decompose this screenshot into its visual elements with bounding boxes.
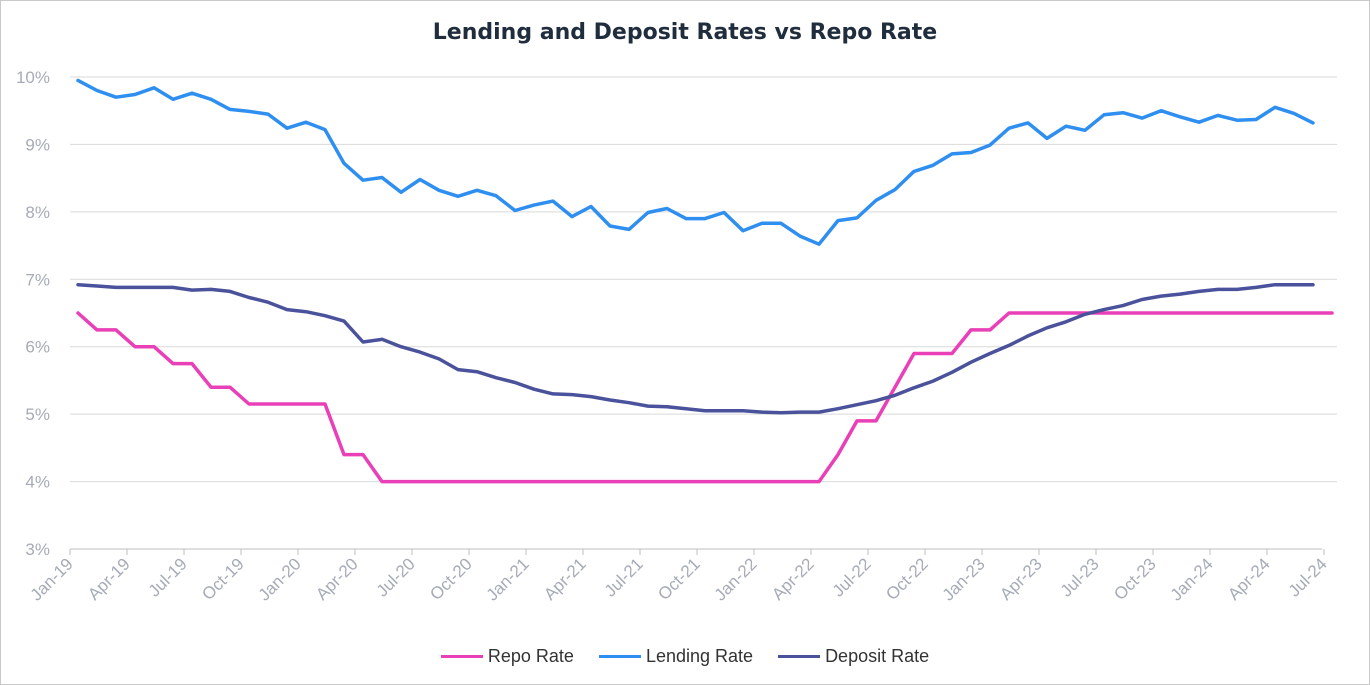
x-tick-label: Jan-22 bbox=[711, 554, 761, 604]
y-tick-label: 10% bbox=[16, 68, 50, 87]
grid-lines bbox=[70, 76, 1337, 483]
series-line-repo-rate bbox=[76, 311, 1334, 484]
legend-item-lending-rate[interactable]: Lending Rate bbox=[598, 646, 754, 667]
series-line-lending-rate bbox=[76, 78, 1315, 246]
x-tick-label: Apr-23 bbox=[996, 554, 1046, 604]
x-tick-label: Oct-22 bbox=[882, 554, 932, 604]
x-tick-label: Jan-23 bbox=[939, 554, 989, 604]
legend-label-lending-rate: Lending Rate bbox=[645, 646, 754, 666]
x-tick-label: Oct-20 bbox=[426, 554, 476, 604]
series-lines bbox=[76, 78, 1334, 484]
y-tick-label: 9% bbox=[25, 135, 50, 154]
y-tick-label: 6% bbox=[25, 338, 50, 357]
legend-item-repo-rate[interactable]: Repo Rate bbox=[440, 646, 574, 667]
x-tick-label: Jan-19 bbox=[27, 554, 77, 604]
chart-title: Lending and Deposit Rates vs Repo Rate bbox=[432, 20, 938, 45]
x-axis: Jan-19 Apr-19 Jul-19 Oct-19 Jan-20 Apr-20 Jul-… bbox=[27, 548, 1331, 605]
x-tick-label: Apr-21 bbox=[540, 554, 590, 604]
x-tick-label: Jan-21 bbox=[483, 554, 533, 604]
legend-label-deposit-rate: Deposit Rate bbox=[825, 646, 930, 666]
y-tick-label: 5% bbox=[25, 405, 50, 424]
legend-label-repo-rate: Repo Rate bbox=[487, 646, 574, 666]
x-tick-label: Jul-19 bbox=[145, 554, 191, 600]
y-tick-label: 8% bbox=[25, 203, 50, 222]
x-tick-label: Apr-24 bbox=[1224, 554, 1274, 604]
x-tick-label: Apr-20 bbox=[312, 554, 362, 604]
x-tick-label: Jul-24 bbox=[1285, 554, 1331, 600]
legend: Repo Rate Lending Rate Deposit Rate bbox=[0, 642, 1370, 667]
legend-swatch-deposit-rate bbox=[778, 655, 821, 658]
y-tick-label: 7% bbox=[25, 270, 50, 289]
x-tick-label: Apr-22 bbox=[768, 554, 818, 604]
x-tick-label: Jan-20 bbox=[255, 554, 305, 604]
x-tick-label: Jan-24 bbox=[1167, 554, 1217, 604]
y-tick-label: 3% bbox=[25, 540, 50, 559]
x-tick-label: Jul-21 bbox=[601, 554, 647, 600]
y-tick-label: 4% bbox=[25, 473, 50, 492]
x-tick-label: Jul-20 bbox=[373, 554, 419, 600]
x-tick-label: Jul-23 bbox=[1057, 554, 1103, 600]
y-axis-ticks: 3% 4% 5% 6% 7% 8% 9% 10% bbox=[16, 68, 50, 559]
x-tick-label: Jul-22 bbox=[829, 554, 875, 600]
x-tick-label: Oct-23 bbox=[1110, 554, 1160, 604]
x-tick-label: Oct-21 bbox=[654, 554, 704, 604]
legend-swatch-lending-rate bbox=[598, 655, 641, 658]
legend-swatch-repo-rate bbox=[440, 655, 483, 658]
series-line-deposit-rate bbox=[76, 282, 1315, 415]
legend-item-deposit-rate[interactable]: Deposit Rate bbox=[778, 646, 929, 667]
x-tick-label: Oct-19 bbox=[198, 554, 248, 604]
x-tick-label: Apr-19 bbox=[84, 554, 134, 604]
